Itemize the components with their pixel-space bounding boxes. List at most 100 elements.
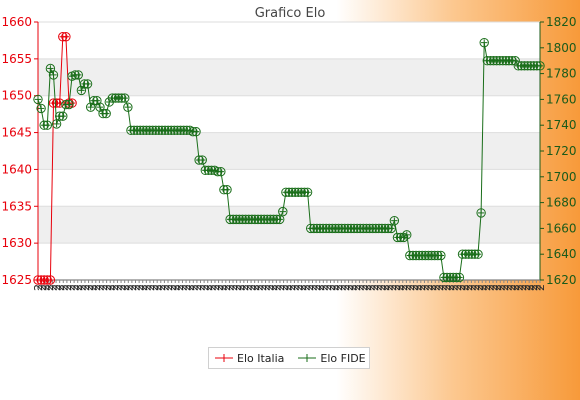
- right-tick-label: 1700: [546, 170, 577, 184]
- x-tick-label: 2: [270, 284, 283, 291]
- x-tick-label: 2: [68, 284, 81, 291]
- x-tick-label: 2: [483, 284, 496, 291]
- x-tick-label: 2: [115, 284, 128, 291]
- x-tick-label: 2: [382, 284, 395, 291]
- legend-label-elo-italia: Elo Italia: [237, 351, 285, 365]
- x-tick-label: 2: [429, 284, 442, 291]
- point-elo-fide: [191, 126, 201, 137]
- left-tick-label: 1655: [1, 52, 32, 66]
- x-tick-label: 2: [491, 284, 504, 291]
- x-tick-label: 2: [400, 284, 413, 291]
- point-elo-italia: [45, 275, 56, 285]
- x-tick-label: 2: [462, 284, 475, 291]
- x-tick-label: 2: [465, 284, 478, 291]
- x-tick-label: 2: [101, 284, 114, 291]
- x-tick-label: 2: [57, 284, 70, 291]
- point-elo-fide: [51, 119, 62, 129]
- right-y-tick-labels: 1620 1640 1660 1680 1700 1720 1740 1760 1780 1800…: [540, 15, 577, 287]
- x-tick-label: 2: [379, 284, 392, 291]
- x-tick-label: 2: [281, 284, 294, 291]
- x-tick-label: 2: [505, 284, 518, 291]
- legend-item-elo-italia[interactable]: Elo Italia: [215, 352, 284, 365]
- x-tick-label: 2: [267, 284, 280, 291]
- x-tick-label: 2: [75, 284, 88, 291]
- point-elo-italia: [61, 32, 71, 42]
- point-elo-fide: [33, 94, 43, 105]
- chart-title: Grafico Elo: [255, 6, 326, 21]
- x-tick-label: 2: [216, 284, 229, 291]
- plot-band: [38, 132, 540, 170]
- point-elo-fide: [386, 223, 396, 234]
- point-elo-fide: [476, 208, 486, 218]
- x-tick-label: 2: [187, 284, 200, 291]
- legend-item-elo-fide[interactable]: Elo FIDE: [298, 352, 366, 365]
- x-tick-label: 2: [140, 284, 153, 291]
- x-tick-label: 2: [346, 284, 359, 291]
- right-tick-label: 1760: [546, 92, 577, 106]
- right-tick-label: 1680: [546, 196, 577, 210]
- x-tick-label: 2: [534, 284, 547, 291]
- left-tick-label: 1635: [1, 199, 32, 213]
- x-tick-label: 2: [104, 284, 117, 291]
- point-elo-fide: [85, 102, 96, 112]
- x-tick-label: 2: [451, 284, 464, 291]
- x-tick-label: 2: [238, 284, 251, 291]
- x-tick-label: 2: [335, 284, 348, 291]
- legend-swatch-elo-italia: [215, 354, 233, 362]
- x-tick-label: 2: [46, 284, 59, 291]
- x-tick-label: 2: [433, 284, 446, 291]
- x-tick-label: 2: [162, 284, 175, 291]
- x-tick-label: 2: [93, 284, 106, 291]
- x-tick-label: 2: [263, 284, 276, 291]
- point-elo-fide: [82, 79, 93, 89]
- left-tick-label: 1645: [1, 126, 32, 140]
- x-tick-label: 2: [191, 284, 204, 291]
- x-tick-label: 2: [306, 284, 319, 291]
- left-tick-label: 1630: [1, 236, 32, 250]
- plot-bands: [38, 22, 540, 280]
- x-tick-label: 2: [473, 284, 486, 291]
- point-elo-fide: [45, 63, 56, 74]
- x-tick-label: 2: [501, 284, 514, 291]
- x-tick-label: 2: [288, 284, 301, 291]
- x-tick-label: 2: [317, 284, 330, 291]
- x-tick-label: 2: [444, 284, 457, 291]
- x-tick-label: 2: [371, 284, 384, 291]
- x-tick-label: 2: [249, 284, 262, 291]
- x-tick-label: 2: [353, 284, 366, 291]
- x-tick-label: 2: [390, 284, 403, 291]
- x-tick-label: 2: [32, 284, 45, 291]
- point-elo-fide: [58, 111, 68, 121]
- x-tick-label: 2: [202, 284, 215, 291]
- x-tick-label: 2: [65, 284, 78, 291]
- x-tick-label: 2: [310, 284, 323, 291]
- x-tick-label: 2: [458, 284, 471, 291]
- point-elo-fide: [36, 103, 46, 114]
- x-tick-label: 2: [122, 284, 135, 291]
- x-tick-label: 2: [61, 284, 74, 291]
- x-tick-label: 2: [509, 284, 522, 291]
- plot-band: [38, 206, 540, 244]
- point-elo-fide: [436, 250, 446, 261]
- x-tick-label: 2: [213, 284, 226, 291]
- legend: Elo Italia Elo FIDE: [208, 347, 370, 369]
- x-tick-label: 2: [54, 284, 67, 291]
- x-tick-label: 2: [97, 284, 110, 291]
- x-tick-label: 2: [198, 284, 211, 291]
- point-elo-fide: [120, 93, 130, 103]
- plot-band: [38, 58, 540, 96]
- x-tick-label: 2: [386, 284, 399, 291]
- point-elo-fide: [197, 155, 207, 165]
- point-elo-fide: [402, 230, 412, 240]
- series-elo-fide: [33, 37, 545, 283]
- x-tick-label: 2: [455, 284, 468, 291]
- point-elo-fide: [302, 187, 313, 197]
- x-tick-label: 2: [285, 284, 298, 291]
- x-tick-label: 2: [274, 284, 287, 291]
- point-elo-fide: [48, 70, 59, 80]
- x-tick-label: 2: [90, 284, 103, 291]
- x-tick-label: 2: [144, 284, 157, 291]
- x-tick-label: 2: [408, 284, 421, 291]
- x-tick-label: 2: [260, 284, 273, 291]
